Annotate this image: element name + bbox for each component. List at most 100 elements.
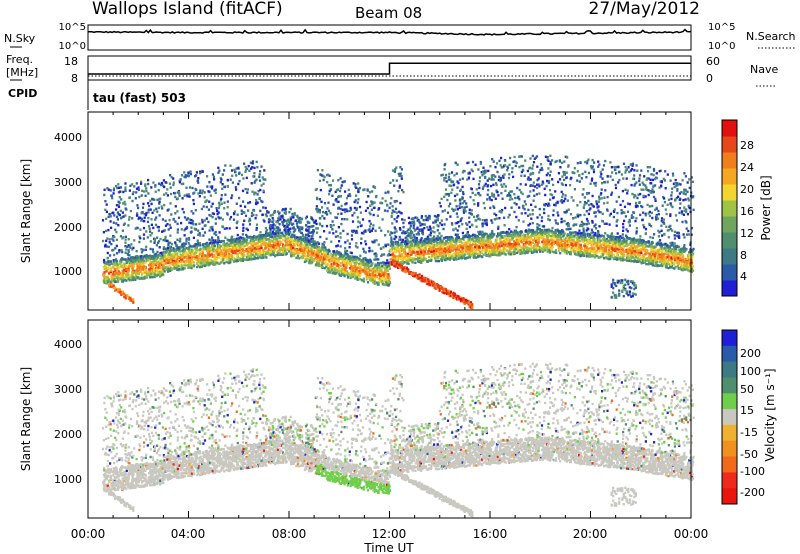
heatmap-cell — [411, 243, 414, 247]
heatmap-cell — [288, 211, 291, 214]
heatmap-cell — [454, 227, 457, 230]
heatmap-cell — [147, 178, 150, 182]
heatmap-cell — [319, 223, 322, 226]
heatmap-cell — [263, 255, 267, 258]
heatmap-cell — [136, 258, 139, 261]
heatmap-cell — [231, 247, 234, 250]
heatmap-cell — [300, 249, 303, 253]
heatmap-cell — [161, 207, 164, 210]
heatmap-cell — [169, 174, 172, 177]
heatmap-cell — [161, 259, 164, 262]
heatmap-cell — [115, 244, 118, 248]
heatmap-cell — [301, 227, 304, 231]
heatmap-cell — [253, 239, 256, 242]
heatmap-cell — [409, 222, 412, 225]
heatmap-cell — [205, 247, 208, 250]
heatmap-cell — [355, 261, 358, 265]
heatmap-cell — [423, 250, 427, 253]
heatmap-cell — [359, 278, 362, 281]
heatmap-cell — [120, 265, 123, 268]
heatmap-cell — [337, 179, 340, 182]
heatmap-cell — [339, 236, 342, 239]
heatmap-cell — [223, 257, 226, 260]
heatmap-cell — [116, 263, 119, 266]
heatmap-cell — [264, 226, 267, 230]
heatmap-cell — [106, 251, 109, 255]
heatmap-cell — [408, 227, 412, 230]
heatmap-cell — [451, 223, 454, 226]
heatmap-cell — [465, 222, 468, 225]
heatmap-cell — [436, 229, 439, 232]
heatmap-cell — [241, 249, 245, 252]
heatmap-cell — [321, 174, 324, 177]
heatmap-cell — [111, 197, 114, 200]
heatmap-cell — [167, 243, 170, 247]
heatmap-cell — [393, 226, 396, 229]
heatmap-cell — [141, 261, 144, 264]
heatmap-cell — [362, 263, 365, 266]
heatmap-cell — [440, 219, 443, 222]
heatmap-cell — [340, 268, 343, 271]
heatmap-cell — [167, 242, 170, 245]
heatmap-cell — [272, 232, 276, 235]
heatmap-cell — [445, 236, 448, 239]
heatmap-cell — [208, 200, 211, 203]
heatmap-cell — [465, 227, 468, 231]
heatmap-cell — [323, 241, 326, 244]
heatmap-cell — [228, 254, 231, 257]
heatmap-cell — [140, 180, 143, 183]
heatmap-cell — [142, 248, 145, 252]
heatmap-cell — [440, 234, 443, 238]
heatmap-cell — [367, 264, 370, 267]
heatmap-cell — [266, 242, 269, 245]
heatmap-cell — [245, 233, 248, 237]
heatmap-cell — [187, 171, 190, 174]
heatmap-cell — [426, 235, 429, 238]
heatmap-cell — [470, 248, 474, 251]
heatmap-cell — [197, 192, 200, 195]
heatmap-cell — [151, 211, 154, 214]
heatmap-cell — [187, 193, 190, 196]
heatmap-cell — [416, 241, 419, 244]
heatmap-cell — [269, 252, 272, 255]
heatmap-cell — [254, 249, 257, 252]
heatmap-cell — [188, 218, 191, 221]
heatmap-cell — [342, 262, 345, 265]
heatmap-cell — [392, 244, 395, 247]
heatmap-cell — [261, 243, 264, 246]
heatmap-cell — [430, 256, 433, 259]
heatmap-cell — [362, 188, 365, 192]
heatmap-cell — [178, 179, 181, 183]
heatmap-cell — [129, 279, 132, 282]
heatmap-cell — [112, 277, 115, 280]
heatmap-cell — [107, 266, 110, 270]
heatmap-cell — [459, 218, 463, 221]
heatmap-cell — [243, 162, 246, 165]
freq-label: Freq. — [6, 53, 33, 66]
heatmap-cell — [181, 207, 184, 211]
heatmap-cell — [468, 208, 471, 211]
heatmap-cell — [190, 250, 193, 253]
heatmap-cell — [373, 282, 376, 285]
heatmap-cell — [362, 259, 365, 262]
heatmap-cell — [312, 249, 316, 253]
heatmap-cell — [362, 230, 366, 233]
heatmap-cell — [472, 240, 475, 243]
heatmap-cell — [396, 246, 399, 249]
heatmap-cell — [254, 217, 257, 220]
heatmap-cell — [259, 209, 262, 213]
heatmap-cell — [153, 267, 156, 271]
heatmap-cell — [395, 220, 398, 223]
heatmap-cell — [163, 259, 166, 262]
heatmap-cell — [331, 194, 334, 197]
heatmap-cell — [457, 248, 461, 251]
heatmap-cell — [398, 248, 401, 251]
heatmap-cell — [125, 259, 128, 262]
heatmap-cell — [459, 219, 462, 223]
heatmap-cell — [176, 191, 179, 194]
heatmap-cell — [176, 231, 179, 234]
heatmap-cell — [179, 258, 182, 261]
heatmap-cell — [125, 264, 128, 268]
heatmap-cell — [272, 241, 275, 244]
heatmap-cell — [435, 240, 438, 243]
